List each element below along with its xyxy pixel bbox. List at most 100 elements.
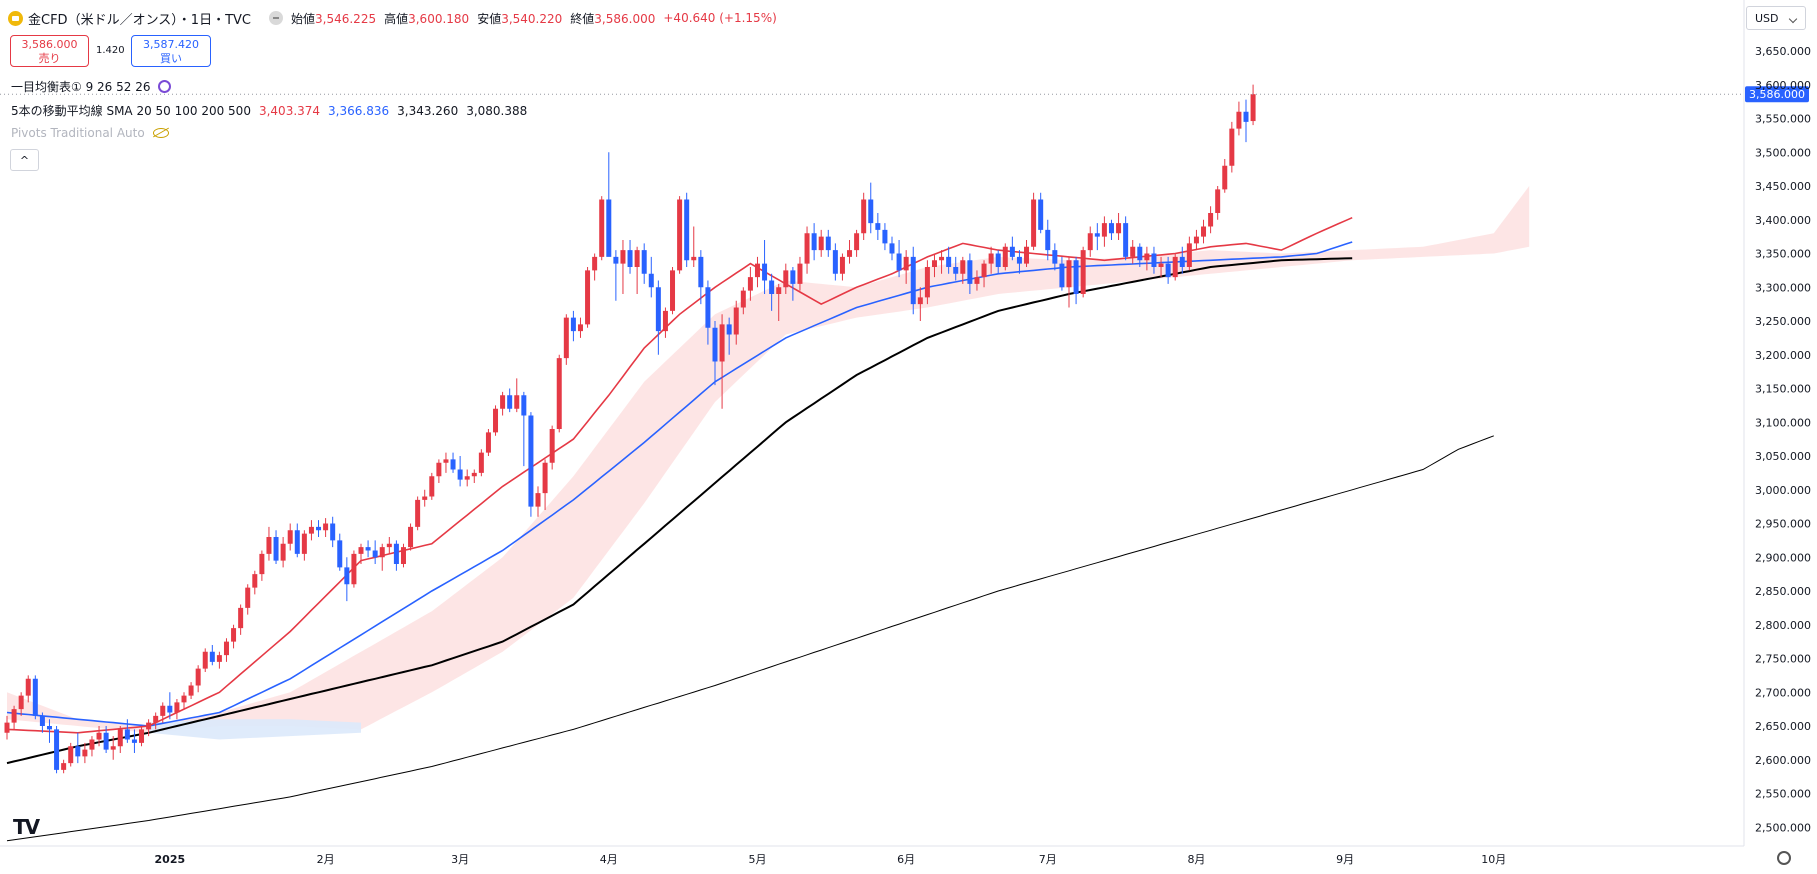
candle-body	[181, 695, 187, 703]
candle-body	[691, 256, 697, 261]
candle-body	[556, 358, 562, 429]
candle-body	[1123, 223, 1129, 257]
spread-value: 1.420	[96, 45, 125, 56]
candle-body	[231, 628, 237, 642]
candle-body	[946, 256, 952, 267]
ichimoku-cloud	[7, 186, 1530, 740]
candle-body	[981, 263, 987, 278]
buy-button[interactable]: 3,587.420 買い	[131, 35, 211, 67]
candle-body	[549, 429, 555, 463]
candle-body	[939, 256, 945, 261]
candle-body	[1243, 111, 1249, 122]
candle-body	[408, 526, 414, 548]
candle-body	[1009, 246, 1015, 257]
candle-body	[266, 537, 272, 554]
candle-body	[216, 655, 222, 662]
candle-body	[896, 253, 902, 271]
candle-body	[967, 260, 973, 284]
candle-body	[238, 607, 244, 629]
candle-body	[1116, 223, 1122, 234]
candle-body	[344, 567, 350, 585]
currency-select[interactable]: USD	[1746, 6, 1806, 30]
candle-body	[507, 395, 513, 409]
price-tick-label: 2,950.000	[1755, 518, 1811, 531]
candle-body	[18, 695, 24, 710]
candle-body	[1087, 233, 1093, 251]
candle-body	[839, 256, 845, 274]
open-value: 始値3,546.225	[291, 11, 377, 26]
candle-body	[712, 327, 718, 362]
candle-body	[641, 250, 647, 274]
candle-body	[160, 705, 166, 716]
minimize-icon[interactable]	[269, 11, 283, 25]
price-tick-label: 2,750.000	[1755, 653, 1811, 666]
candle-body	[592, 256, 598, 271]
sma20-line	[6, 216, 1353, 734]
candlesticks	[4, 84, 1256, 774]
candle-body	[1108, 223, 1114, 234]
candle-body	[634, 250, 640, 267]
candle-body	[662, 310, 668, 332]
sma50-value: 3,366.836	[328, 103, 390, 118]
price-tick-label: 3,100.000	[1755, 416, 1811, 429]
price-tick-label: 2,800.000	[1755, 619, 1811, 632]
candle-body	[1193, 236, 1199, 244]
candle-body	[832, 250, 838, 274]
candle-body	[606, 199, 612, 257]
collapse-indicators-button[interactable]: ^	[10, 149, 39, 171]
candle-body	[493, 408, 499, 433]
candle-body	[75, 746, 81, 757]
candle-body	[847, 250, 853, 257]
symbol-title[interactable]: 金CFD（米ドル／オンス）・1日・TVC	[28, 12, 251, 28]
candle-body	[32, 678, 38, 716]
candle-body	[818, 236, 824, 251]
candle-body	[776, 287, 782, 294]
candle-body	[726, 324, 732, 335]
candle-body	[542, 462, 548, 494]
time-tick-label: 6月	[897, 853, 915, 866]
candle-body	[861, 199, 867, 234]
time-tick-label: 5月	[748, 853, 766, 866]
price-tick-label: 2,850.000	[1755, 585, 1811, 598]
candle-body	[613, 256, 619, 264]
settings-icon[interactable]	[1777, 851, 1791, 865]
hidden-eye-icon[interactable]	[152, 128, 169, 138]
indicator-sma[interactable]: 5本の移動平均線 SMA 20 50 100 200 500 3,403.374…	[11, 102, 527, 119]
sma-label: 5本の移動平均線 SMA 20 50 100 200 500	[11, 104, 251, 118]
candle-body	[280, 543, 286, 561]
candle-body	[61, 763, 67, 770]
sell-button[interactable]: 3,586.000 売り	[10, 35, 89, 67]
candle-body	[273, 537, 279, 561]
candle-body	[1151, 253, 1157, 267]
candle-body	[146, 722, 152, 730]
candle-body	[1179, 256, 1185, 267]
candle-body	[252, 574, 258, 588]
price-tick-label: 3,300.000	[1755, 281, 1811, 294]
candle-body	[889, 243, 895, 254]
candle-body	[995, 253, 1001, 267]
time-tick-label: 2025	[155, 853, 186, 866]
candle-body	[103, 732, 109, 750]
candle-body	[585, 270, 591, 325]
indicator-pivots[interactable]: Pivots Traditional Auto	[11, 126, 169, 140]
candle-body	[471, 472, 477, 477]
candle-body	[167, 705, 173, 713]
indicator-ichimoku[interactable]: 一目均衡表① 9 26 52 26	[11, 78, 172, 95]
candle-body	[443, 459, 449, 463]
candle-body	[1002, 246, 1008, 267]
low-value: 安値3,540.220	[477, 11, 563, 26]
price-tick-label: 3,650.000	[1755, 45, 1811, 58]
reload-icon[interactable]	[158, 80, 172, 93]
candle-body	[1172, 256, 1178, 278]
price-tick-label: 2,600.000	[1755, 754, 1811, 767]
candle-body	[535, 493, 541, 507]
candle-body	[719, 324, 725, 362]
candle-body	[677, 199, 683, 271]
last-price-line: 3,586.000	[0, 86, 1809, 103]
candle-body	[882, 229, 888, 244]
candle-body	[351, 553, 357, 585]
candle-body	[54, 729, 60, 770]
buy-price: 3,587.420	[143, 38, 199, 51]
